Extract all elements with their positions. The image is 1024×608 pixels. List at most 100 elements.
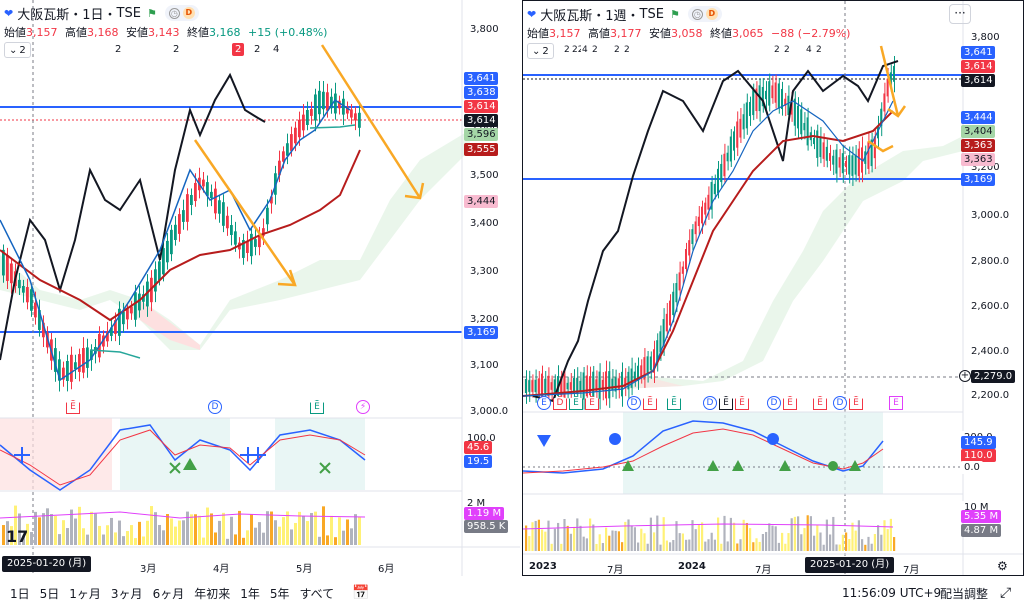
event-marker[interactable]: E — [735, 396, 749, 410]
event-marker[interactable]: E — [569, 396, 583, 410]
volume-bar — [880, 534, 883, 551]
time-tick: 7月 — [755, 565, 772, 576]
candle-body — [286, 143, 289, 156]
adjust-dividends-toggle[interactable]: 配当調整 — [940, 586, 989, 601]
maximize-icon[interactable]: ⤢ — [1000, 585, 1012, 601]
chart-pane-daily[interactable]: ❤ 大阪瓦斯 ・ 1日 ・ TSE ⚑ ◷ D 始値3,157 高値3,168 … — [0, 0, 520, 576]
volume-bar — [841, 534, 844, 551]
status-pill[interactable]: ◷ D — [164, 5, 199, 21]
range-button[interactable]: 6ヶ月 — [152, 586, 185, 601]
candle-body — [659, 331, 662, 353]
flag-icon[interactable]: ⚑ — [669, 7, 680, 21]
candle-body — [62, 367, 65, 380]
event-marker[interactable]: E — [643, 396, 657, 410]
split-marker[interactable]: 2 — [251, 43, 264, 56]
candle-body — [646, 356, 649, 376]
split-marker[interactable]: 4 — [270, 43, 283, 56]
candle-body — [665, 313, 668, 332]
split-marker[interactable]: 2 — [623, 44, 631, 57]
volume-bar — [282, 517, 285, 545]
range-button[interactable]: 1日 — [10, 586, 30, 601]
split-marker[interactable]: 2 — [613, 44, 621, 57]
event-marker[interactable]: E — [889, 396, 903, 410]
event-marker[interactable]: D — [767, 396, 781, 410]
circle-signal-icon — [828, 461, 838, 471]
volume-bar — [238, 510, 241, 545]
candle-body — [601, 379, 604, 391]
weekly-chart-canvas[interactable] — [523, 1, 1024, 576]
legend-toggle[interactable]: ⌄ 2 — [4, 42, 31, 58]
event-marker[interactable]: E — [667, 396, 681, 410]
split-marker[interactable]: 2 — [591, 44, 599, 57]
trend-arrow-2[interactable] — [320, 44, 422, 199]
volume-bar — [774, 526, 777, 551]
volume-bar — [601, 543, 604, 551]
legend-toggle[interactable]: ⌄ 2 — [527, 43, 554, 59]
event-marker[interactable]: D — [627, 396, 641, 410]
add-alert-icon[interactable]: + — [959, 370, 971, 382]
flag-icon[interactable]: ⚑ — [146, 6, 157, 20]
event-marker[interactable]: E — [66, 400, 80, 414]
chart-pane-weekly[interactable]: ❤ 大阪瓦斯 ・ 1週 ・ TSE ⚑ ◷ D ··· 始値3,157 高値3,… — [522, 0, 1024, 576]
status-pill[interactable]: ◷ D — [687, 6, 722, 22]
range-button[interactable]: 1ヶ月 — [69, 586, 101, 601]
symbol-header[interactable]: ❤ 大阪瓦斯 ・ 1週 ・ TSE ⚑ ◷ D — [527, 5, 722, 24]
interval-label[interactable]: 1日 — [82, 7, 104, 23]
interval-label[interactable]: 1週 — [605, 8, 627, 24]
split-marker[interactable]: 4 — [805, 44, 813, 57]
range-button[interactable]: 1年 — [240, 586, 260, 601]
split-marker[interactable]: 2 — [815, 44, 823, 57]
event-marker[interactable]: E — [719, 396, 733, 410]
range-button[interactable]: 5年 — [269, 586, 290, 601]
event-marker[interactable]: E — [813, 396, 827, 410]
price-tick: 3,800 — [971, 32, 1000, 43]
range-button[interactable]: すべて — [299, 586, 335, 601]
clock-readout[interactable]: 11:56:09 UTC+9 — [842, 586, 942, 600]
volume-bar — [218, 520, 221, 545]
trend-arrow-1[interactable] — [879, 45, 900, 117]
event-marker[interactable]: D — [703, 396, 717, 410]
event-marker[interactable]: E — [310, 400, 324, 414]
symbol-name: 大阪瓦斯 — [17, 7, 70, 23]
event-marker[interactable]: E — [783, 396, 797, 410]
candle-body — [218, 200, 221, 214]
split-marker[interactable]: 2 — [170, 43, 183, 56]
event-marker[interactable]: D — [553, 396, 567, 410]
candle-body — [845, 160, 847, 168]
volume-bar — [246, 530, 249, 545]
candle-body — [713, 183, 716, 195]
trend-arrow-2[interactable] — [867, 139, 894, 153]
range-button[interactable]: 年初来 — [194, 586, 231, 601]
candle-body — [250, 233, 253, 257]
event-marker[interactable]: E — [585, 396, 599, 410]
event-marker[interactable]: ⚡ — [356, 400, 370, 414]
osc-markers — [14, 447, 331, 474]
split-marker[interactable]: 2 — [112, 43, 125, 56]
volume-bar — [656, 515, 659, 551]
range-button[interactable]: 3ヶ月 — [110, 586, 143, 601]
symbol-header[interactable]: ❤ 大阪瓦斯 ・ 1日 ・ TSE ⚑ ◷ D — [4, 4, 199, 23]
candle-body — [346, 106, 349, 114]
volume-bar — [630, 525, 633, 551]
volume-bar — [755, 538, 758, 551]
event-marker[interactable]: E — [849, 396, 863, 410]
event-marker[interactable]: D — [208, 400, 222, 414]
split-marker[interactable]: 2 — [232, 43, 245, 56]
tradingview-logo[interactable]: 17 — [6, 527, 29, 546]
settings-icon[interactable]: ⚙ — [997, 559, 1008, 573]
event-marker[interactable]: D — [833, 396, 847, 410]
more-options-button[interactable]: ··· — [949, 4, 971, 24]
daily-chart-canvas[interactable] — [0, 0, 520, 576]
trend-arrow-1-head — [277, 269, 297, 287]
split-marker[interactable]: 4 — [581, 44, 589, 57]
trend-arrow-1[interactable] — [193, 139, 297, 286]
range-button[interactable]: 5日 — [39, 586, 60, 601]
volume-bar — [525, 525, 528, 551]
calendar-icon[interactable]: 📅 — [352, 585, 370, 601]
volume-bar — [541, 529, 544, 551]
osc-zone-green — [120, 418, 230, 490]
event-marker[interactable]: E — [537, 396, 551, 410]
split-marker[interactable]: 2 — [773, 44, 781, 57]
split-marker[interactable]: 2 — [783, 44, 791, 57]
split-marker[interactable]: 2 — [563, 44, 571, 57]
